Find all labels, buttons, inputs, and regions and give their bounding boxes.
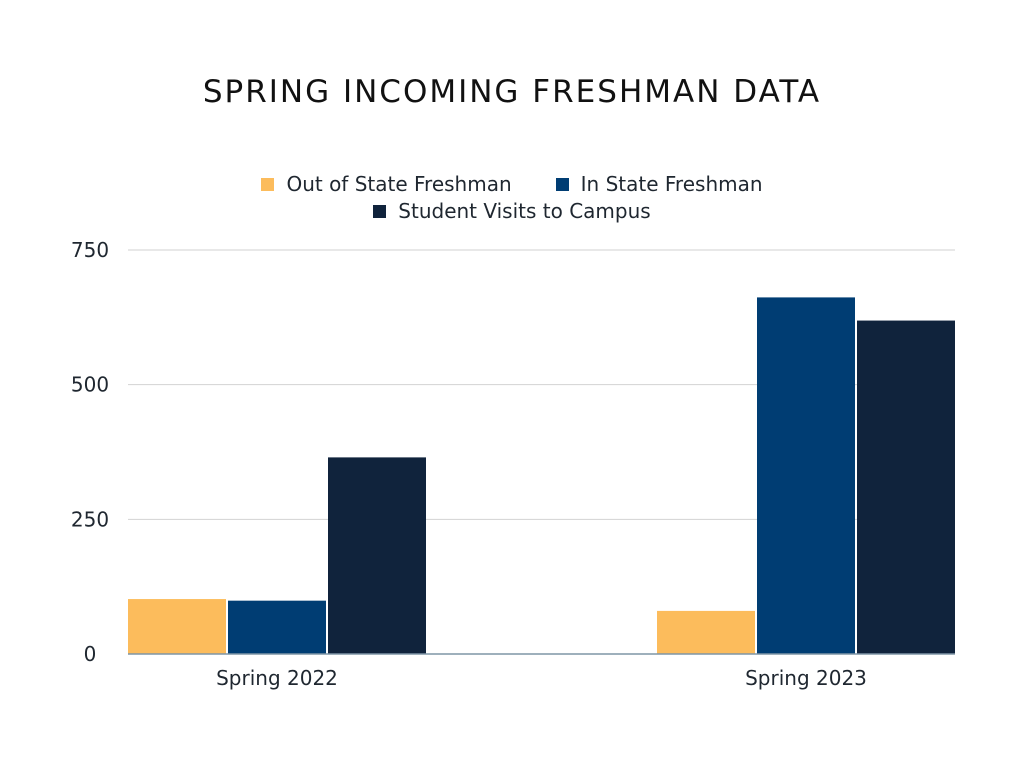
x-tick-label-spring-2022: Spring 2022 [216,666,338,690]
bar-spring-2023-series-2 [857,320,955,654]
legend: Out of State Freshman In State Freshman … [0,172,1024,228]
legend-row-2: Student Visits to Campus [0,199,1024,223]
legend-label-out-of-state: Out of State Freshman [286,172,512,196]
y-tick-label-500: 500 [71,373,109,397]
y-tick-label-250: 250 [71,507,109,531]
legend-swatch-campus-visits [373,204,387,218]
bar-spring-2022-series-2 [328,457,426,654]
legend-row-1: Out of State Freshman In State Freshman [0,172,1024,196]
legend-item-campus-visits: Student Visits to Campus [373,199,651,223]
y-tick-label-0: 0 [84,642,97,666]
x-tick-label-spring-2023: Spring 2023 [745,666,867,690]
bar-spring-2022-series-0 [128,599,226,654]
bar-spring-2023-series-1 [757,297,855,654]
bar-spring-2023-series-0 [657,610,755,654]
legend-item-in-state: In State Freshman [555,172,763,196]
legend-label-campus-visits: Student Visits to Campus [398,199,651,223]
y-tick-label-750: 750 [71,238,109,262]
legend-label-in-state: In State Freshman [580,172,763,196]
bar-spring-2022-series-1 [228,600,326,654]
legend-swatch-out-of-state [261,177,275,191]
chart-title: SPRING INCOMING FRESHMAN DATA [202,74,822,110]
legend-item-out-of-state: Out of State Freshman [261,172,512,196]
legend-swatch-in-state [555,177,569,191]
